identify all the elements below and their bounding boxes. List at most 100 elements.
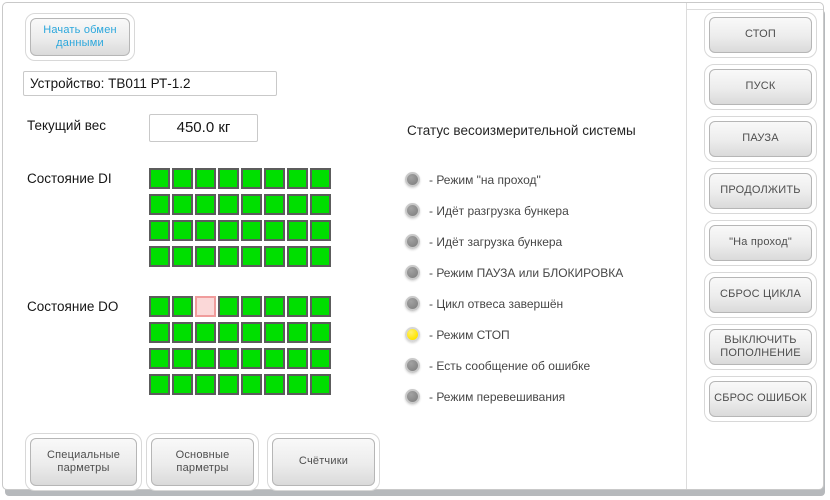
status-label: - Режим перевешивания xyxy=(429,389,566,404)
do-cell-2-7 xyxy=(310,348,331,369)
do-cell-3-4 xyxy=(241,374,262,395)
do-cell-1-7 xyxy=(310,322,331,343)
pause-button[interactable]: ПАУЗА xyxy=(709,121,812,157)
run-button-frame: ПУСК xyxy=(704,64,817,110)
di-cell-2-5 xyxy=(264,220,285,241)
error-message-led-icon xyxy=(405,358,420,373)
main-params-button[interactable]: Основные парметры xyxy=(151,438,254,486)
di-cell-0-7 xyxy=(310,168,331,189)
di-cell-3-1 xyxy=(172,246,193,267)
cycle-done-led-icon xyxy=(405,296,420,311)
di-cell-1-0 xyxy=(149,194,170,215)
do-cell-3-2 xyxy=(195,374,216,395)
di-cell-1-2 xyxy=(195,194,216,215)
di-cell-2-1 xyxy=(172,220,193,241)
pause-button-frame: ПАУЗА xyxy=(704,116,817,162)
do-cell-0-4 xyxy=(241,296,262,317)
status-row-cycle-done: - Цикл отвеса завершён xyxy=(405,296,623,311)
status-row-loading: - Идёт загрузка бункера xyxy=(405,234,623,249)
do-cell-2-4 xyxy=(241,348,262,369)
di-cell-0-3 xyxy=(218,168,239,189)
device-field[interactable]: Устройство: ТВ011 РТ-1.2 xyxy=(23,71,277,96)
do-cell-2-1 xyxy=(172,348,193,369)
reset-errors-button[interactable]: СБРОС ОШИБОК xyxy=(709,381,812,417)
pass-through-button-frame: "На проход" xyxy=(704,220,817,266)
right-button-panel: СТОП ПУСК ПАУЗА ПРОДОЛЖИТЬ "На проход" С… xyxy=(704,12,817,428)
di-cell-0-1 xyxy=(172,168,193,189)
do-cell-2-6 xyxy=(287,348,308,369)
do-grid xyxy=(149,296,331,395)
pass-through-led-icon xyxy=(405,172,420,187)
do-cell-0-0 xyxy=(149,296,170,317)
do-cell-1-6 xyxy=(287,322,308,343)
counters-button-frame: Счётчики xyxy=(267,433,380,491)
di-cell-1-4 xyxy=(241,194,262,215)
do-cell-2-2 xyxy=(195,348,216,369)
status-row-pause-block: - Режим ПАУЗА или БЛОКИРОВКА xyxy=(405,265,623,280)
reweigh-led-icon xyxy=(405,389,420,404)
di-cell-3-6 xyxy=(287,246,308,267)
do-label: Состояние DO xyxy=(27,299,119,314)
do-cell-3-3 xyxy=(218,374,239,395)
di-cell-1-7 xyxy=(310,194,331,215)
di-cell-0-5 xyxy=(264,168,285,189)
status-row-pass-through: - Режим "на проход" xyxy=(405,172,623,187)
right-panel-topline xyxy=(687,9,823,10)
di-label: Состояние DI xyxy=(27,171,112,186)
status-title: Статус весоизмерительной системы xyxy=(407,123,636,138)
continue-button[interactable]: ПРОДОЛЖИТЬ xyxy=(709,173,812,209)
do-cell-1-2 xyxy=(195,322,216,343)
run-button[interactable]: ПУСК xyxy=(709,69,812,105)
status-label: - Есть сообщение об ошибке xyxy=(429,358,591,373)
status-label: - Режим ПАУЗА или БЛОКИРОВКА xyxy=(429,265,624,280)
do-cell-2-5 xyxy=(264,348,285,369)
status-row-stop-mode: - Режим СТОП xyxy=(405,327,623,342)
main-params-button-frame: Основные парметры xyxy=(146,433,259,491)
status-row-reweigh: - Режим перевешивания xyxy=(405,389,623,404)
di-cell-1-6 xyxy=(287,194,308,215)
di-cell-0-0 xyxy=(149,168,170,189)
do-cell-1-4 xyxy=(241,322,262,343)
di-cell-0-4 xyxy=(241,168,262,189)
start-exchange-button[interactable]: Начать обмен данными xyxy=(30,18,130,56)
di-cell-3-2 xyxy=(195,246,216,267)
di-cell-1-5 xyxy=(264,194,285,215)
di-cell-3-4 xyxy=(241,246,262,267)
di-cell-2-4 xyxy=(241,220,262,241)
current-weight-value: 450.0 кг xyxy=(149,114,258,142)
stop-button[interactable]: СТОП xyxy=(709,17,812,53)
do-cell-3-5 xyxy=(264,374,285,395)
stop-mode-led-icon xyxy=(405,327,420,342)
do-cell-0-3 xyxy=(218,296,239,317)
reset-errors-button-frame: СБРОС ОШИБОК xyxy=(704,376,817,422)
do-cell-2-0 xyxy=(149,348,170,369)
do-cell-1-3 xyxy=(218,322,239,343)
disable-refill-button[interactable]: ВЫКЛЮЧИТЬ ПОПОЛНЕНИЕ xyxy=(709,329,812,365)
di-cell-2-7 xyxy=(310,220,331,241)
stop-button-frame: СТОП xyxy=(704,12,817,58)
counters-button[interactable]: Счётчики xyxy=(272,438,375,486)
do-cell-3-7 xyxy=(310,374,331,395)
di-cell-2-6 xyxy=(287,220,308,241)
right-panel-divider xyxy=(686,3,687,489)
do-cell-0-6 xyxy=(287,296,308,317)
status-list: - Режим "на проход" - Идёт разгрузка бун… xyxy=(405,172,623,420)
di-cell-3-0 xyxy=(149,246,170,267)
special-params-button[interactable]: Специальные парметры xyxy=(30,438,137,486)
do-cell-2-3 xyxy=(218,348,239,369)
di-grid xyxy=(149,168,331,267)
do-cell-0-7 xyxy=(310,296,331,317)
special-params-button-frame: Специальные парметры xyxy=(25,433,142,491)
do-cell-0-2 xyxy=(195,296,216,317)
current-weight-label: Текущий вес xyxy=(27,118,107,133)
reset-cycle-button[interactable]: СБРОС ЦИКЛА xyxy=(709,277,812,313)
di-cell-3-3 xyxy=(218,246,239,267)
status-row-error-message: - Есть сообщение об ошибке xyxy=(405,358,623,373)
do-cell-3-6 xyxy=(287,374,308,395)
pause-block-led-icon xyxy=(405,265,420,280)
status-label: - Идёт загрузка бункера xyxy=(429,234,563,249)
bottom-button-bar: Специальные парметры Основные парметры С… xyxy=(25,433,380,491)
do-cell-1-5 xyxy=(264,322,285,343)
pass-through-button[interactable]: "На проход" xyxy=(709,225,812,261)
